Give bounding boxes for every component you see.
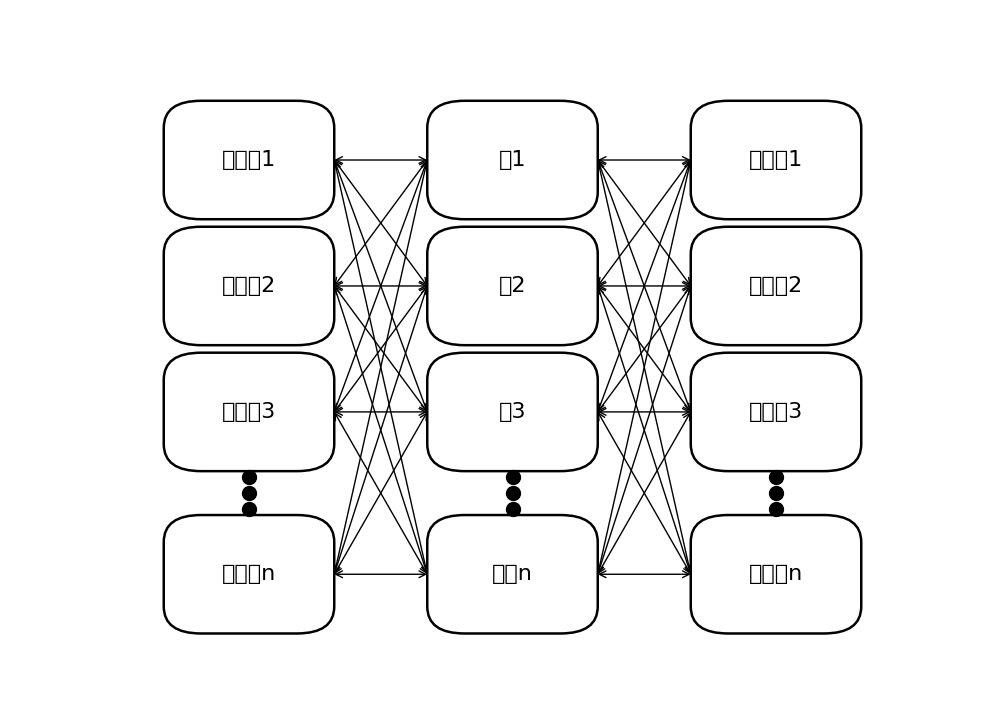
FancyBboxPatch shape (427, 227, 598, 345)
Text: 平3: 平3 (499, 402, 526, 422)
FancyBboxPatch shape (691, 101, 861, 220)
FancyBboxPatch shape (427, 353, 598, 471)
FancyBboxPatch shape (164, 227, 334, 345)
Text: 销售商3: 销售商3 (749, 402, 803, 422)
Text: 平2: 平2 (499, 276, 526, 296)
FancyBboxPatch shape (164, 353, 334, 471)
Text: 平1: 平1 (499, 150, 526, 170)
Text: 销售商1: 销售商1 (749, 150, 803, 170)
FancyBboxPatch shape (427, 101, 598, 220)
Text: 消费者2: 消费者2 (222, 276, 276, 296)
FancyBboxPatch shape (691, 353, 861, 471)
Text: 消费者n: 消费者n (222, 564, 276, 585)
FancyBboxPatch shape (691, 515, 861, 633)
FancyBboxPatch shape (164, 101, 334, 220)
FancyBboxPatch shape (427, 515, 598, 633)
Text: 消费者3: 消费者3 (222, 402, 276, 422)
Text: 销售商n: 销售商n (749, 564, 803, 585)
Text: 平台n: 平台n (492, 564, 533, 585)
FancyBboxPatch shape (164, 515, 334, 633)
Text: 消费者1: 消费者1 (222, 150, 276, 170)
Text: 销售商2: 销售商2 (749, 276, 803, 296)
FancyBboxPatch shape (691, 227, 861, 345)
